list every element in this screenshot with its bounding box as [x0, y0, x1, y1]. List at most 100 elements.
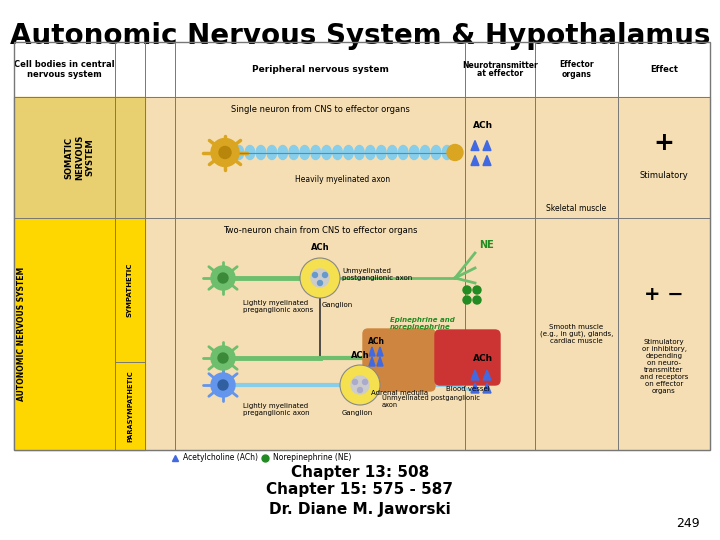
- Circle shape: [300, 258, 340, 298]
- Polygon shape: [377, 347, 383, 356]
- Circle shape: [219, 146, 231, 159]
- Text: Lightly myelinated
preganglionic axon: Lightly myelinated preganglionic axon: [243, 403, 310, 416]
- Ellipse shape: [410, 145, 419, 159]
- Text: Stimulatory: Stimulatory: [639, 171, 688, 180]
- Text: SOMATIC
NERVOUS
SYSTEM: SOMATIC NERVOUS SYSTEM: [65, 135, 94, 180]
- Ellipse shape: [398, 145, 408, 159]
- Circle shape: [218, 353, 228, 363]
- FancyBboxPatch shape: [363, 329, 435, 391]
- Text: Lightly myelinated
preganglionic axons: Lightly myelinated preganglionic axons: [243, 300, 313, 313]
- Text: 249: 249: [676, 517, 700, 530]
- Ellipse shape: [442, 145, 451, 159]
- Text: Epinephrine and
norepinephrine: Epinephrine and norepinephrine: [390, 317, 455, 330]
- Text: Neurotransmitter: Neurotransmitter: [462, 61, 538, 70]
- Text: Blood vessel: Blood vessel: [446, 386, 490, 392]
- Bar: [14, 42, 710, 450]
- Circle shape: [447, 145, 463, 160]
- Circle shape: [311, 269, 329, 287]
- Ellipse shape: [300, 145, 310, 159]
- Ellipse shape: [355, 145, 364, 159]
- Text: Skeletal muscle: Skeletal muscle: [546, 204, 607, 213]
- Circle shape: [211, 373, 235, 397]
- Polygon shape: [483, 383, 491, 393]
- Circle shape: [358, 388, 362, 393]
- Ellipse shape: [289, 145, 299, 159]
- Circle shape: [351, 376, 369, 394]
- Circle shape: [211, 266, 235, 290]
- Ellipse shape: [322, 145, 331, 159]
- Ellipse shape: [333, 145, 342, 159]
- Polygon shape: [483, 370, 491, 380]
- Ellipse shape: [420, 145, 430, 159]
- Polygon shape: [483, 140, 491, 151]
- Text: Effector
organs: Effector organs: [559, 60, 594, 79]
- Ellipse shape: [366, 145, 375, 159]
- Polygon shape: [471, 370, 479, 380]
- Text: ACh: ACh: [473, 354, 493, 363]
- Bar: [14, 97, 710, 218]
- Bar: [14, 218, 145, 450]
- Circle shape: [362, 380, 367, 384]
- Text: Two-neuron chain from CNS to effector organs: Two-neuron chain from CNS to effector or…: [222, 226, 418, 235]
- Polygon shape: [369, 347, 375, 356]
- Text: ACh: ACh: [351, 351, 369, 360]
- Text: ACh: ACh: [473, 122, 493, 131]
- Circle shape: [463, 296, 471, 304]
- Circle shape: [473, 286, 481, 294]
- Text: Effect: Effect: [650, 65, 678, 74]
- Ellipse shape: [431, 145, 441, 159]
- Text: ACh: ACh: [368, 337, 385, 346]
- Text: Chapter 13: 508
Chapter 15: 575 - 587: Chapter 13: 508 Chapter 15: 575 - 587: [266, 465, 454, 497]
- Circle shape: [312, 273, 318, 278]
- Text: SYMPATHETIC: SYMPATHETIC: [127, 263, 133, 317]
- Circle shape: [211, 138, 239, 166]
- Text: Unmyelinated postganglionic
axon: Unmyelinated postganglionic axon: [382, 395, 480, 408]
- Circle shape: [318, 280, 323, 286]
- Circle shape: [211, 346, 235, 370]
- Circle shape: [463, 286, 471, 294]
- Text: Norepinephrine (NE): Norepinephrine (NE): [273, 454, 351, 462]
- Circle shape: [323, 273, 328, 278]
- Text: Stimulatory
or inhibitory,
depending
on neuro-
transmitter
and receptors
on effe: Stimulatory or inhibitory, depending on …: [640, 339, 688, 394]
- Text: Unmyelinated
postganglionic axon: Unmyelinated postganglionic axon: [342, 268, 413, 281]
- Ellipse shape: [256, 145, 266, 159]
- Polygon shape: [471, 383, 479, 393]
- Circle shape: [353, 380, 358, 384]
- Text: Autonomic Nervous System & Hypothalamus: Autonomic Nervous System & Hypothalamus: [10, 22, 710, 50]
- Polygon shape: [369, 357, 375, 366]
- Text: Cell bodies in central
nervous system: Cell bodies in central nervous system: [14, 60, 114, 79]
- Circle shape: [218, 273, 228, 283]
- Ellipse shape: [246, 145, 255, 159]
- Bar: [14, 218, 710, 450]
- Ellipse shape: [278, 145, 287, 159]
- Text: AUTONOMIC NERVOUS SYSTEM: AUTONOMIC NERVOUS SYSTEM: [17, 267, 27, 401]
- Text: Single neuron from CNS to effector organs: Single neuron from CNS to effector organ…: [230, 105, 410, 114]
- Text: Peripheral nervous system: Peripheral nervous system: [251, 65, 388, 74]
- Ellipse shape: [343, 145, 354, 159]
- Polygon shape: [471, 140, 479, 151]
- Text: Smooth muscle
(e.g., in gut), glands,
cardiac muscle: Smooth muscle (e.g., in gut), glands, ca…: [540, 324, 613, 345]
- Polygon shape: [471, 156, 479, 165]
- Polygon shape: [483, 156, 491, 165]
- Text: +: +: [654, 131, 675, 154]
- Text: Adrenal medulla: Adrenal medulla: [372, 390, 428, 396]
- Circle shape: [340, 365, 380, 405]
- Text: at effector: at effector: [477, 69, 523, 78]
- Bar: [14, 97, 145, 218]
- Circle shape: [218, 380, 228, 390]
- Text: + −: + −: [644, 285, 684, 303]
- Ellipse shape: [267, 145, 276, 159]
- Text: Ganglion: Ganglion: [342, 410, 373, 416]
- Text: Heavily myelinated axon: Heavily myelinated axon: [295, 174, 390, 184]
- Circle shape: [473, 296, 481, 304]
- Ellipse shape: [377, 145, 386, 159]
- Polygon shape: [377, 357, 383, 366]
- Ellipse shape: [387, 145, 397, 159]
- Text: Ganglion: Ganglion: [322, 302, 354, 308]
- Text: NE: NE: [479, 240, 494, 250]
- Bar: [14, 42, 710, 97]
- Text: Dr. Diane M. Jaworski: Dr. Diane M. Jaworski: [269, 502, 451, 517]
- Text: PARASYMPATHETIC: PARASYMPATHETIC: [127, 370, 133, 442]
- Ellipse shape: [234, 145, 244, 159]
- Text: ACh: ACh: [311, 243, 329, 252]
